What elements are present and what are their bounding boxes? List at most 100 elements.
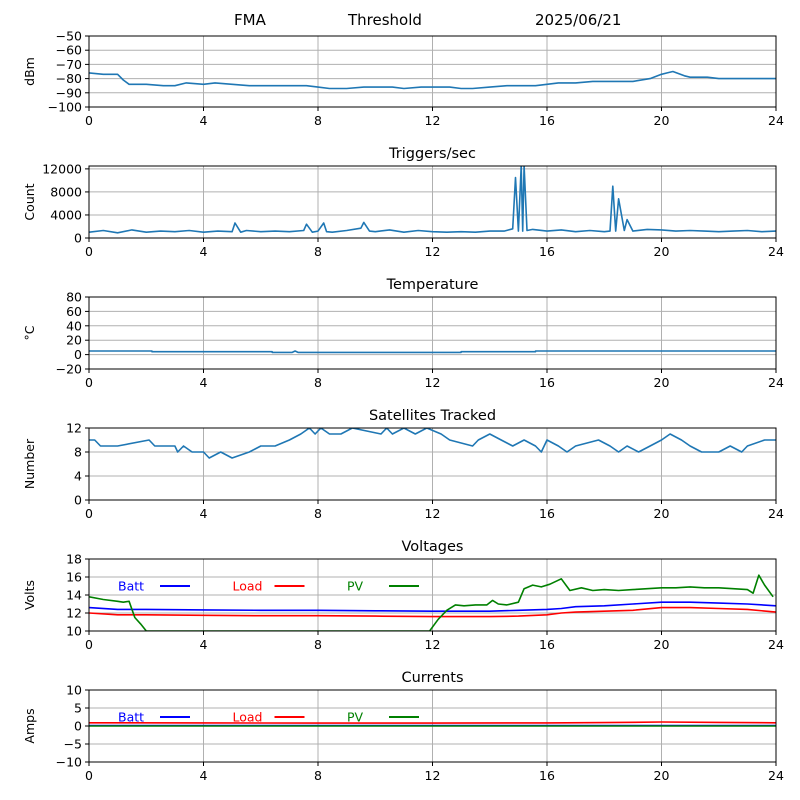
y-tick-label: 8000 — [50, 184, 82, 199]
x-tick-label: 16 — [539, 768, 555, 783]
x-tick-label: 12 — [425, 375, 441, 390]
y-tick-label: 16 — [66, 570, 82, 585]
y-tick-label: 0 — [74, 347, 82, 362]
series-line-0 — [89, 166, 776, 234]
series-line-load — [89, 721, 776, 724]
y-axis-label: dBm — [22, 57, 37, 86]
series-line-0 — [89, 350, 776, 354]
y-axis-label: Amps — [22, 708, 37, 743]
x-tick-label: 24 — [768, 244, 784, 259]
y-tick-label: 12000 — [42, 161, 82, 176]
y-tick-label: 10 — [66, 624, 82, 639]
x-tick-label: 0 — [85, 244, 93, 259]
x-tick-label: 4 — [200, 637, 208, 652]
x-tick-label: 12 — [425, 768, 441, 783]
x-tick-label: 24 — [768, 506, 784, 521]
legend-label: Batt — [118, 579, 144, 594]
x-tick-label: 12 — [425, 113, 441, 128]
y-tick-label: −90 — [56, 85, 82, 100]
header-date: 2025/06/21 — [535, 11, 622, 29]
x-tick-label: 12 — [425, 637, 441, 652]
x-tick-label: 24 — [768, 375, 784, 390]
y-tick-label: 80 — [66, 290, 82, 305]
legend-entry-load: Load — [233, 710, 305, 725]
y-tick-label: 4 — [74, 469, 82, 484]
chart-title: Voltages — [402, 539, 464, 555]
chart-title: Currents — [401, 670, 463, 686]
chart-voltages: 0 4 8 12 16 20 24 10 12 14 16 18 Voltages Volts Batt Lo… — [22, 539, 784, 652]
x-tick-label: 20 — [654, 768, 670, 783]
y-axis-label: Number — [22, 438, 37, 489]
x-tick-label: 16 — [539, 375, 555, 390]
y-tick-label: 14 — [66, 588, 82, 603]
x-tick-label: 0 — [85, 375, 93, 390]
x-tick-label: 0 — [85, 768, 93, 783]
chart-satellites: 0 4 8 12 16 20 24 0 4 8 12 Satellites Tracked Number — [22, 408, 784, 521]
x-tick-label: 16 — [539, 506, 555, 521]
y-axis-label: Count — [22, 183, 37, 220]
legend-label: PV — [347, 579, 364, 594]
chart-triggers: 0 4 8 12 16 20 24 0 4000 8000 12000 Triggers/sec Cou… — [22, 146, 784, 259]
x-tick-label: 16 — [539, 113, 555, 128]
y-tick-label: 12 — [66, 421, 82, 436]
y-tick-label: 0 — [74, 231, 82, 246]
y-tick-label: 20 — [66, 333, 82, 348]
x-tick-label: 8 — [314, 375, 322, 390]
x-tick-label: 20 — [654, 244, 670, 259]
x-tick-label: 20 — [654, 506, 670, 521]
x-tick-label: 16 — [539, 244, 555, 259]
chart-title: Triggers/sec — [388, 146, 476, 162]
y-tick-label: 60 — [66, 304, 82, 319]
y-tick-label: −50 — [56, 29, 82, 44]
y-tick-label: 8 — [74, 445, 82, 460]
y-tick-label: 4000 — [50, 207, 82, 222]
x-tick-label: 4 — [200, 244, 208, 259]
x-tick-label: 12 — [425, 244, 441, 259]
chart-title: Satellites Tracked — [369, 408, 496, 424]
y-axis-label: Volts — [22, 580, 37, 610]
y-tick-label: −5 — [64, 737, 82, 752]
y-tick-label: −70 — [56, 57, 82, 72]
x-tick-label: 0 — [85, 113, 93, 128]
x-tick-label: 20 — [654, 375, 670, 390]
x-tick-label: 8 — [314, 768, 322, 783]
legend-label: Load — [233, 579, 263, 594]
series-line-pv — [89, 574, 774, 631]
chart-signal: 0 4 8 12 16 20 24 −100−90−80−70−60−50 dBm — [22, 29, 784, 129]
series-line-batt — [89, 601, 776, 613]
y-tick-label: −100 — [48, 100, 82, 115]
chart-currents: 0 4 8 12 16 20 24 −10 −5 0 5 10 Currents Amps Batt Load… — [22, 670, 784, 783]
y-tick-label: −20 — [56, 362, 82, 377]
series-line-load — [89, 606, 776, 618]
legend-label: PV — [347, 710, 364, 725]
x-tick-label: 4 — [200, 768, 208, 783]
x-tick-label: 24 — [768, 768, 784, 783]
x-tick-label: 8 — [314, 506, 322, 521]
x-tick-label: 8 — [314, 637, 322, 652]
x-tick-label: 24 — [768, 113, 784, 128]
y-tick-label: 10 — [66, 683, 82, 698]
y-tick-label: 40 — [66, 318, 82, 333]
x-tick-label: 20 — [654, 637, 670, 652]
y-tick-label: 0 — [74, 493, 82, 508]
y-tick-label: −80 — [56, 71, 82, 86]
y-tick-label: −10 — [56, 755, 82, 770]
legend-entry-pv: PV — [347, 710, 419, 725]
x-tick-label: 4 — [200, 375, 208, 390]
legend-entry-batt: Batt — [118, 710, 190, 725]
y-tick-label: 18 — [66, 552, 82, 567]
y-tick-label: −60 — [56, 43, 82, 58]
x-tick-label: 8 — [314, 113, 322, 128]
series-line-0 — [89, 70, 776, 90]
legend-entry-batt: Batt — [118, 579, 190, 594]
chart-title: Temperature — [386, 277, 479, 293]
y-tick-label: 0 — [74, 719, 82, 734]
x-tick-label: 16 — [539, 637, 555, 652]
x-tick-label: 4 — [200, 113, 208, 128]
header-station: FMA — [234, 11, 266, 29]
legend-label: Batt — [118, 710, 144, 725]
y-tick-label: 12 — [66, 606, 82, 621]
